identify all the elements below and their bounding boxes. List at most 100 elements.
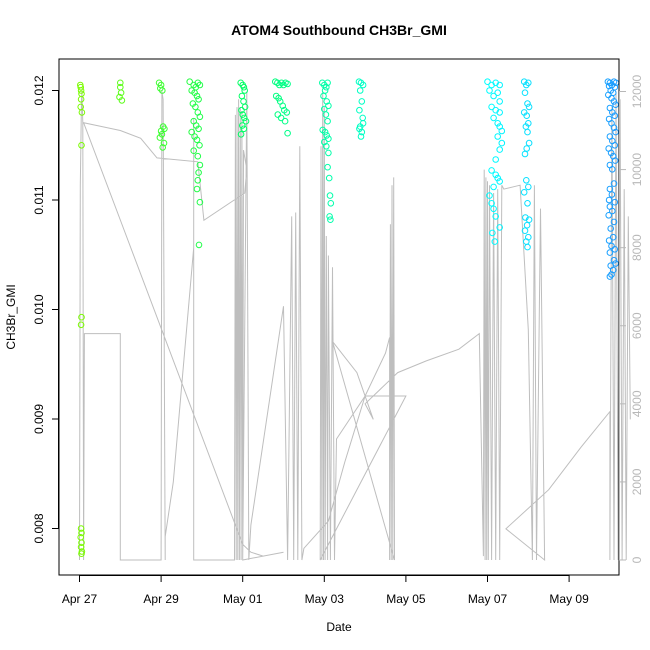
data-point	[486, 192, 493, 199]
data-point	[237, 79, 244, 87]
data-point	[521, 227, 529, 234]
data-point	[524, 200, 531, 207]
data-point	[161, 125, 168, 133]
data-point	[77, 321, 85, 329]
data-point	[359, 81, 367, 89]
data-point	[77, 525, 85, 532]
data-point	[490, 92, 497, 100]
data-point	[193, 92, 201, 100]
data-point	[605, 212, 613, 219]
y-tick-label: 0.008	[32, 513, 46, 543]
data-point	[490, 205, 497, 213]
data-point	[323, 83, 330, 91]
data-point	[321, 87, 329, 94]
data-point	[490, 114, 497, 122]
data-point	[276, 81, 283, 89]
y-axis-label: CH3Br_GMI	[4, 284, 18, 349]
data-point	[324, 79, 331, 87]
x-tick-label: Apr 27	[62, 592, 98, 606]
data-point	[494, 120, 502, 127]
data-point	[159, 87, 166, 94]
data-point	[605, 237, 613, 244]
y-axis-left: 0.008 0.009 0.010 0.011 0.012	[32, 75, 59, 544]
data-point	[323, 132, 331, 139]
x-tick-label: May 05	[386, 592, 426, 606]
data-point	[520, 78, 528, 85]
data-point	[158, 131, 166, 138]
y2-tick-label: 2000	[630, 468, 644, 495]
y-tick-label: 0.009	[32, 404, 46, 434]
data-point	[325, 174, 333, 182]
x-tick-label: May 07	[468, 592, 508, 606]
data-point	[358, 98, 366, 105]
data-point	[196, 142, 203, 149]
data-point	[612, 128, 619, 136]
data-point	[488, 167, 495, 174]
data-point	[606, 185, 614, 193]
data-point	[284, 80, 291, 88]
data-point	[490, 183, 497, 191]
data-point	[78, 313, 85, 321]
data-point	[188, 128, 195, 136]
data-point	[608, 242, 615, 250]
data-point	[520, 189, 528, 196]
data-point	[193, 136, 201, 144]
data-point	[612, 101, 619, 108]
data-point	[489, 229, 496, 237]
data-point	[323, 143, 330, 150]
data-point	[609, 233, 617, 241]
y2-tick-label: 10000	[630, 153, 644, 187]
data-point	[239, 122, 246, 129]
data-point	[238, 106, 245, 114]
data-point	[284, 129, 291, 137]
data-point	[196, 81, 204, 89]
data-point	[492, 156, 500, 163]
data-point	[117, 89, 125, 96]
data-point	[610, 180, 618, 187]
data-point	[279, 102, 287, 110]
data-point	[523, 177, 530, 184]
data-point	[523, 112, 531, 119]
data-point	[521, 150, 529, 158]
data-point	[238, 92, 246, 100]
data-point	[118, 97, 126, 104]
data-point	[242, 117, 250, 125]
data-point	[524, 128, 531, 136]
data-point	[608, 191, 616, 198]
data-point	[325, 135, 332, 142]
data-point	[77, 543, 85, 551]
data-point	[488, 200, 495, 207]
data-point	[610, 218, 618, 226]
y-tick-label: 0.012	[32, 75, 46, 105]
data-point	[607, 225, 615, 232]
data-point	[525, 139, 533, 147]
data-point	[327, 200, 335, 207]
altitude-trace-line	[79, 91, 631, 562]
data-point	[610, 256, 618, 264]
data-point	[156, 134, 164, 141]
data-point	[78, 109, 86, 116]
data-point	[325, 149, 332, 157]
data-point	[321, 128, 329, 136]
data-point	[160, 139, 168, 147]
data-point	[157, 85, 164, 92]
x-tick-label: Apr 29	[143, 592, 179, 606]
data-point	[278, 79, 285, 87]
data-point	[326, 192, 334, 199]
x-axis-label: Date	[326, 620, 352, 634]
data-point	[611, 246, 619, 253]
data-point	[194, 152, 202, 160]
data-point	[241, 114, 248, 122]
data-point	[609, 166, 616, 173]
data-point	[117, 79, 124, 87]
data-point	[324, 163, 331, 171]
y-axis-right: 0 2000 4000 6000 8000 10000 12000	[619, 74, 644, 563]
data-point	[195, 96, 202, 103]
x-tick-label: May 03	[305, 592, 345, 606]
data-point	[356, 125, 363, 133]
data-point	[609, 207, 616, 215]
data-point	[494, 174, 502, 182]
data-point	[611, 112, 619, 119]
data-point	[525, 103, 533, 111]
